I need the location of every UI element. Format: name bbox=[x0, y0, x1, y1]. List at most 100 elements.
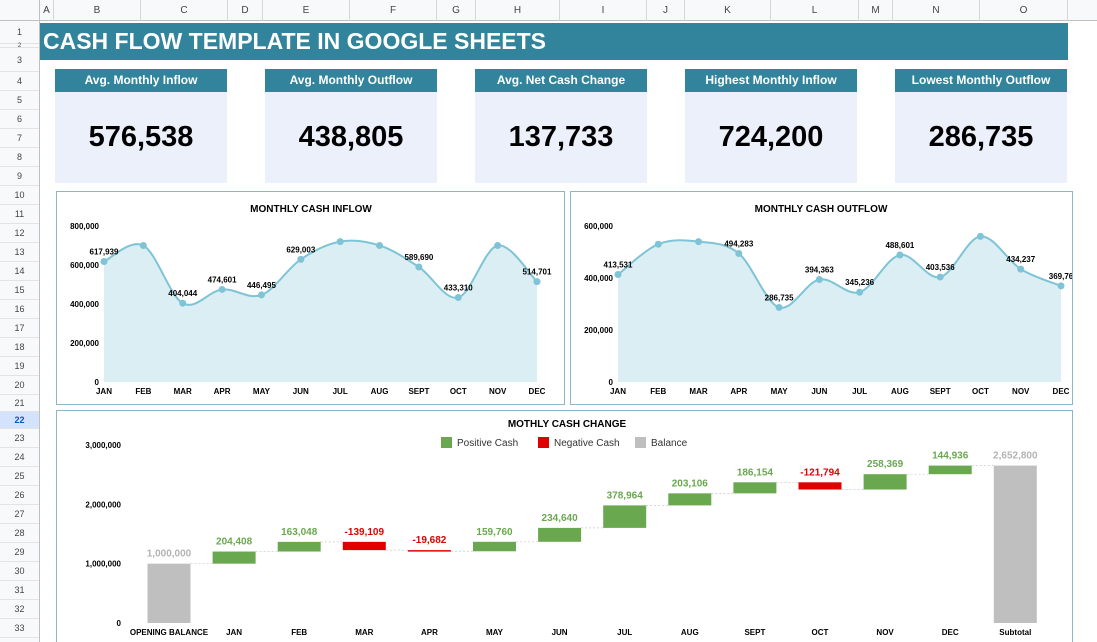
data-label: 394,363 bbox=[805, 265, 834, 274]
data-label: 488,601 bbox=[885, 241, 914, 250]
row-header-13[interactable]: 13 bbox=[0, 243, 39, 262]
column-header-e[interactable]: E bbox=[263, 0, 350, 21]
row-header-25[interactable]: 25 bbox=[0, 467, 39, 486]
row-header-23[interactable]: 23 bbox=[0, 429, 39, 448]
row-header-31[interactable]: 31 bbox=[0, 581, 39, 600]
inflow-chart-panel[interactable]: MONTHLY CASH INFLOW 0 200,000 400,000 600,00… bbox=[56, 191, 565, 405]
row-header-18[interactable]: 18 bbox=[0, 338, 39, 357]
data-label: 413,531 bbox=[604, 260, 633, 269]
x-tick-label: FEB bbox=[135, 387, 151, 396]
row-header-33[interactable]: 33 bbox=[0, 619, 39, 638]
row-header-22[interactable]: 22 bbox=[0, 412, 39, 429]
row-header-1[interactable]: 1 bbox=[0, 21, 39, 44]
row-header-28[interactable]: 28 bbox=[0, 524, 39, 543]
row-header-6[interactable]: 6 bbox=[0, 110, 39, 129]
row-header-11[interactable]: 11 bbox=[0, 205, 39, 224]
data-label: 433,310 bbox=[444, 284, 473, 293]
data-label: 203,106 bbox=[672, 478, 709, 489]
x-tick-label: SEPT bbox=[930, 387, 951, 396]
legend-swatch bbox=[441, 437, 452, 448]
column-header-a[interactable]: A bbox=[40, 0, 54, 21]
x-tick-label: FEB bbox=[650, 387, 666, 396]
row-header-10[interactable]: 10 bbox=[0, 186, 39, 205]
x-tick-label: SEPT bbox=[408, 387, 429, 396]
row-header-30[interactable]: 30 bbox=[0, 562, 39, 581]
legend-swatch bbox=[538, 437, 549, 448]
row-header-8[interactable]: 8 bbox=[0, 148, 39, 167]
x-tick-label: DEC bbox=[942, 628, 959, 637]
row-header-16[interactable]: 16 bbox=[0, 300, 39, 319]
cash-change-chart-panel[interactable]: MOTHLY CASH CHANGE Positive Cash Negative … bbox=[56, 410, 1073, 642]
row-header-4[interactable]: 4 bbox=[0, 72, 39, 91]
waterfall-bar bbox=[928, 465, 972, 475]
row-header-32[interactable]: 32 bbox=[0, 600, 39, 619]
column-header-c[interactable]: C bbox=[141, 0, 228, 21]
chart-title: MOTHLY CASH CHANGE bbox=[508, 419, 627, 430]
x-tick-label: APR bbox=[730, 387, 747, 396]
waterfall-bar bbox=[407, 550, 451, 552]
y-tick-label: 400,000 bbox=[584, 274, 613, 283]
data-label: 234,640 bbox=[542, 513, 579, 524]
column-header-f[interactable]: F bbox=[350, 0, 437, 21]
row-header-3[interactable]: 3 bbox=[0, 48, 39, 72]
y-tick-label: 400,000 bbox=[70, 300, 99, 309]
y-tick-label: 0 bbox=[609, 378, 614, 387]
column-header-o[interactable]: O bbox=[980, 0, 1068, 21]
row-header-17[interactable]: 17 bbox=[0, 319, 39, 338]
row-header-15[interactable]: 15 bbox=[0, 281, 39, 300]
kpi-label: Avg. Monthly Inflow bbox=[55, 69, 227, 92]
x-tick-label: JUL bbox=[852, 387, 867, 396]
row-header-bar: 1 2 3 4 5 6 7 8 9 10 11 12 13 14 15 16 17 18 19 20 21 22 23 24 2… bbox=[0, 21, 40, 642]
data-point bbox=[614, 270, 622, 278]
waterfall-bar bbox=[147, 563, 191, 623]
row-header-21[interactable]: 21 bbox=[0, 395, 39, 412]
row-header-27[interactable]: 27 bbox=[0, 505, 39, 524]
column-header-k[interactable]: K bbox=[685, 0, 771, 21]
x-tick-label: DEC bbox=[529, 387, 546, 396]
chart-title: MONTHLY CASH INFLOW bbox=[250, 204, 372, 215]
row-header-9[interactable]: 9 bbox=[0, 167, 39, 186]
data-label: 378,964 bbox=[607, 490, 644, 501]
row-header-19[interactable]: 19 bbox=[0, 357, 39, 376]
row-header-12[interactable]: 12 bbox=[0, 224, 39, 243]
row-header-24[interactable]: 24 bbox=[0, 448, 39, 467]
row-header-5[interactable]: 5 bbox=[0, 91, 39, 110]
column-header-j[interactable]: J bbox=[647, 0, 685, 21]
data-label: 369,76 bbox=[1049, 272, 1072, 281]
row-header-29[interactable]: 29 bbox=[0, 543, 39, 562]
select-all-corner[interactable] bbox=[0, 0, 40, 21]
row-header-2[interactable]: 2 bbox=[0, 43, 39, 49]
row-header-20[interactable]: 20 bbox=[0, 376, 39, 395]
x-tick-label: JUL bbox=[333, 387, 348, 396]
column-header-n[interactable]: N bbox=[893, 0, 980, 21]
row-header-14[interactable]: 14 bbox=[0, 262, 39, 281]
x-tick-label: MAY bbox=[771, 387, 789, 396]
column-header-d[interactable]: D bbox=[228, 0, 263, 21]
y-tick-label: 200,000 bbox=[584, 326, 613, 335]
data-label: 403,536 bbox=[926, 263, 955, 272]
column-header-b[interactable]: B bbox=[54, 0, 141, 21]
row-header-26[interactable]: 26 bbox=[0, 486, 39, 505]
x-tick-label: NOV bbox=[876, 628, 894, 637]
column-header-g[interactable]: G bbox=[437, 0, 476, 21]
column-header-h[interactable]: H bbox=[476, 0, 560, 21]
kpi-value: 286,735 bbox=[928, 121, 1034, 153]
column-header-l[interactable]: L bbox=[771, 0, 859, 21]
column-header-m[interactable]: M bbox=[859, 0, 893, 21]
outflow-chart-panel[interactable]: MONTHLY CASH OUTFLOW 0 200,000 400,000 600,0… bbox=[570, 191, 1074, 405]
data-point bbox=[654, 240, 662, 248]
data-point bbox=[100, 258, 108, 266]
data-label: 617,939 bbox=[90, 248, 119, 257]
x-tick-label: FEB bbox=[291, 628, 307, 637]
data-label: 159,760 bbox=[476, 527, 513, 538]
kpi-card-avg-inflow: Avg. Monthly Inflow 576,538 bbox=[55, 69, 227, 183]
data-label: -19,682 bbox=[412, 535, 446, 546]
kpi-value: 576,538 bbox=[88, 121, 194, 153]
y-tick-label: 1,000,000 bbox=[85, 560, 121, 569]
legend-label: Negative Cash bbox=[554, 438, 620, 449]
waterfall-bar bbox=[798, 482, 842, 490]
data-label: 446,495 bbox=[247, 281, 276, 290]
waterfall-bar bbox=[603, 505, 647, 528]
row-header-7[interactable]: 7 bbox=[0, 129, 39, 148]
column-header-i[interactable]: I bbox=[560, 0, 647, 21]
